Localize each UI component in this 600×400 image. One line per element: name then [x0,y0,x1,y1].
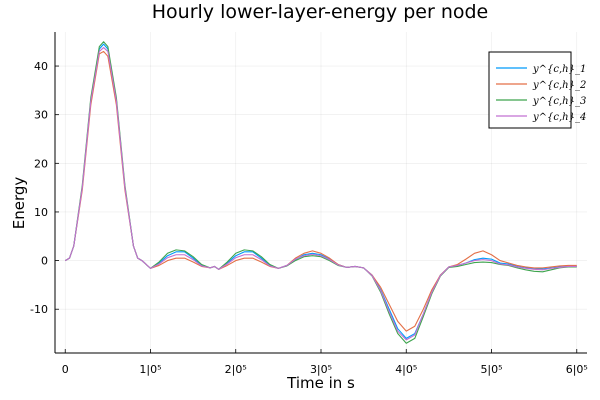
series-line-4 [64,47,577,341]
y-tick-label: 30 [34,109,48,122]
legend: y^{c,h}_1 y^{c,h}_2 y^{c,h}_3 y^{c,h}_4 [488,51,586,129]
series-lines [64,41,577,344]
legend-label-1: y^{c,h}_1 [532,64,586,75]
x-tick-label: 3|0⁵ [310,363,332,376]
x-axis-label: Time in s [286,374,355,392]
x-tick-label: 1|0⁵ [139,363,161,376]
y-tick-label: 10 [34,206,48,219]
y-tick-label: 40 [34,60,48,73]
axes [54,32,587,354]
legend-label-3: y^{c,h}_3 [532,96,586,107]
x-tick-label: 2|0⁵ [225,363,247,376]
x-tick-label: 5|0⁵ [480,363,502,376]
y-tick-label: -10 [30,303,48,316]
y-tick-label: 20 [34,157,48,170]
x-tick-label: 0 [62,363,69,376]
y-tick-label: 0 [41,255,48,268]
legend-box [488,51,572,129]
x-tick-label: 6|0⁵ [566,363,588,376]
tick-labels: 0 1|0⁵ 2|0⁵ 3|0⁵ 4|0⁵ 5|0⁵ 6|0⁵ 40 30 20 10 0 -10 [30,60,588,376]
legend-label-2: y^{c,h}_2 [532,80,586,91]
legend-label-4: y^{c,h}_4 [532,112,586,123]
y-axis-label: Energy [10,177,28,230]
x-tick-label: 4|0⁵ [395,363,417,376]
chart-title: Hourly lower-layer-energy per node [152,1,488,23]
